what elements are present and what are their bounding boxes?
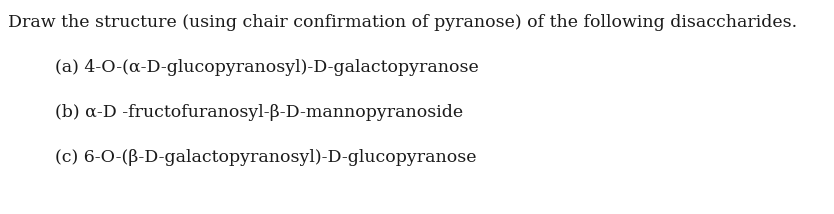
Text: (c) 6-O-(β-D-galactopyranosyl)-D-glucopyranose: (c) 6-O-(β-D-galactopyranosyl)-D-glucopy…	[55, 149, 476, 166]
Text: (a) 4-O-(α-D-glucopyranosyl)-D-galactopyranose: (a) 4-O-(α-D-glucopyranosyl)-D-galactopy…	[55, 59, 479, 76]
Text: (b) α-D -fructofuranosyl-β-D-mannopyranoside: (b) α-D -fructofuranosyl-β-D-mannopyrano…	[55, 104, 463, 121]
Text: Draw the structure (using chair confirmation of pyranose) of the following disac: Draw the structure (using chair confirma…	[8, 14, 797, 31]
